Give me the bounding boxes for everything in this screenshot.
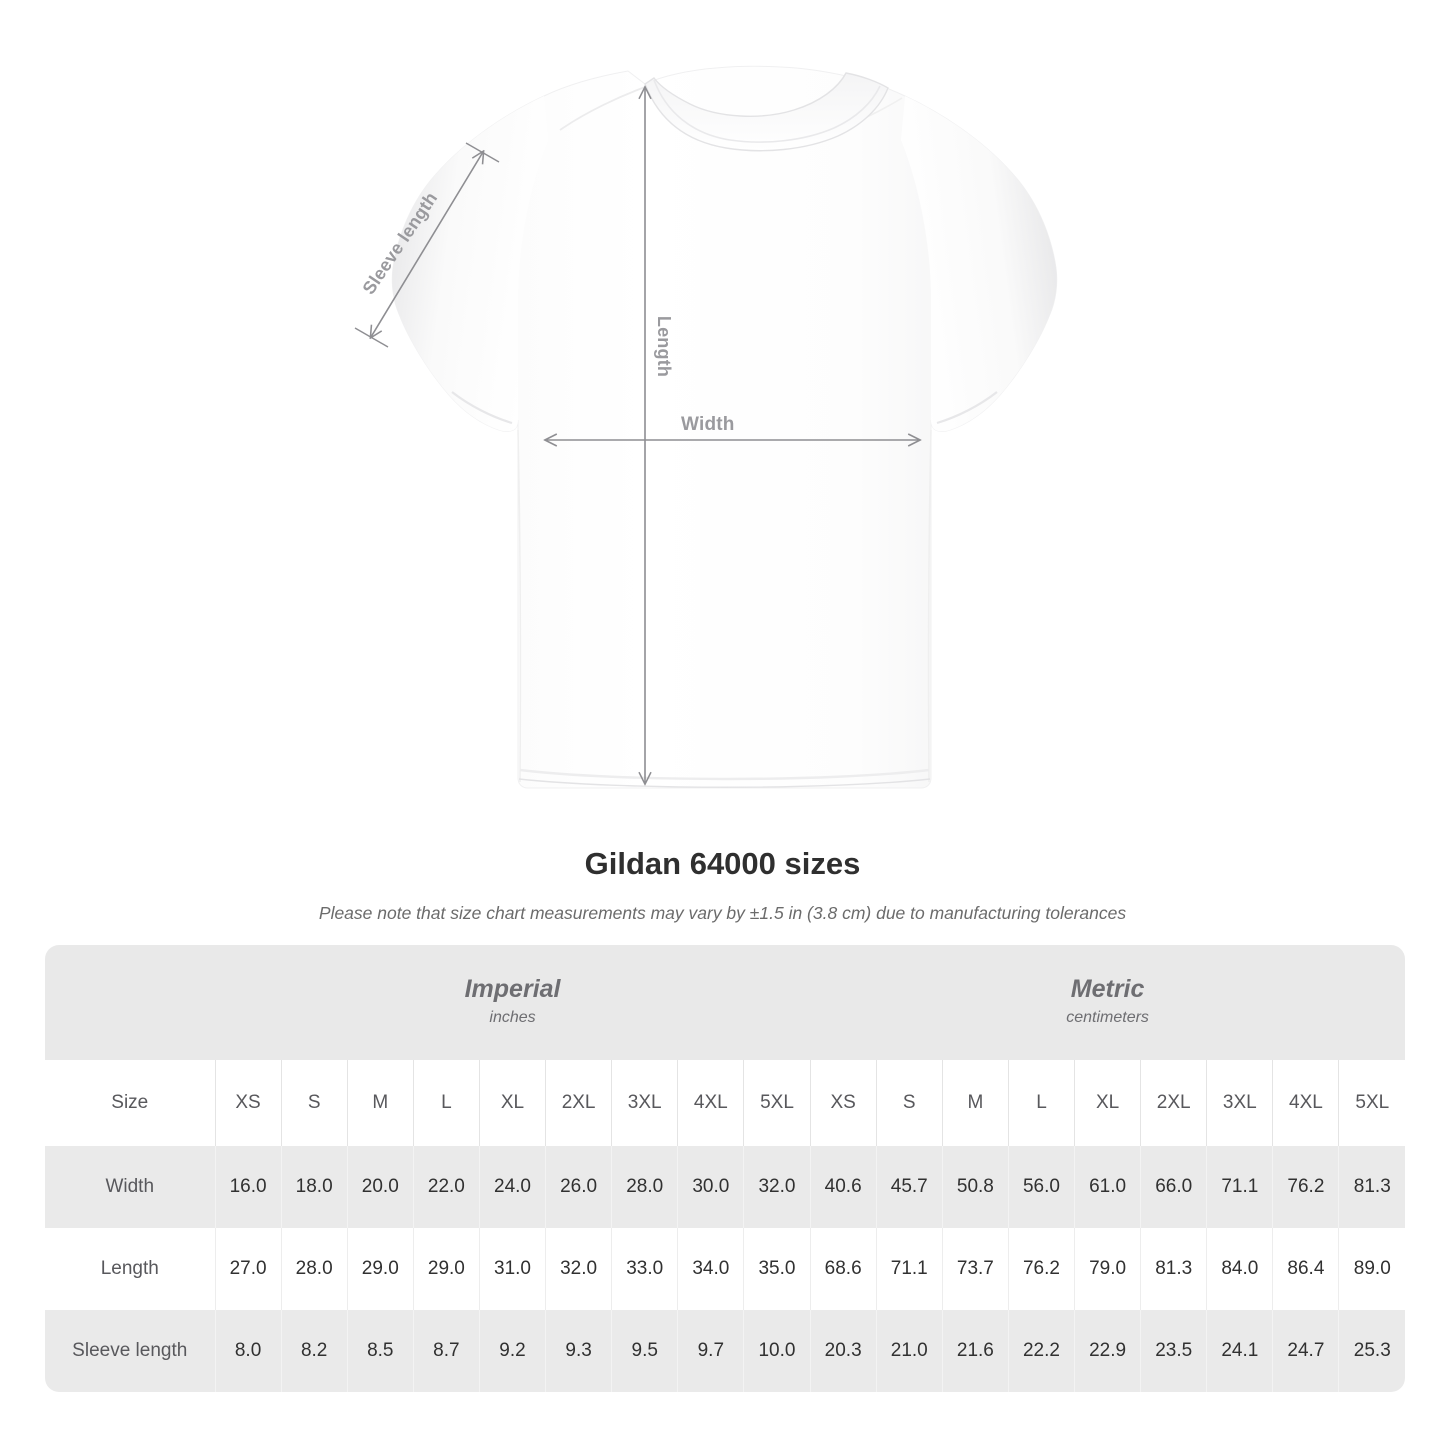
size-header-metric-m: M <box>941 1060 1009 1146</box>
cell-imperial-width-m: 20.0 <box>346 1146 414 1228</box>
size-header-imperial-m: M <box>346 1060 414 1146</box>
size-chart-table: Imperial inches Metric centimeters Size X… <box>45 945 1406 1392</box>
row-label-sleeve-length: Sleeve length <box>45 1310 215 1392</box>
cell-metric-sleeve-length-4xl: 24.7 <box>1272 1310 1339 1392</box>
cell-imperial-length-m: 29.0 <box>346 1228 414 1310</box>
cell-metric-width-xl: 61.0 <box>1074 1146 1141 1228</box>
cell-metric-length-5xl: 89.0 <box>1338 1228 1406 1310</box>
unit-section-metric: Metric centimeters <box>810 945 1406 1060</box>
size-header-imperial-xl: XL <box>478 1060 546 1146</box>
cell-imperial-length-2xl: 32.0 <box>545 1228 612 1310</box>
cell-imperial-sleeve-length-xl: 9.2 <box>478 1310 546 1392</box>
size-header-imperial-4xl: 4XL <box>677 1060 744 1146</box>
cell-metric-length-xl: 79.0 <box>1074 1228 1141 1310</box>
cell-metric-sleeve-length-l: 22.2 <box>1007 1310 1075 1392</box>
cell-metric-width-2xl: 66.0 <box>1140 1146 1207 1228</box>
length-label: Length <box>654 315 675 378</box>
width-label: Width <box>681 414 735 435</box>
cell-imperial-sleeve-length-4xl: 9.7 <box>677 1310 744 1392</box>
cell-metric-width-xs: 40.6 <box>809 1146 877 1228</box>
title-block: Gildan 64000 sizes Please note that size… <box>0 845 1445 925</box>
cell-imperial-width-l: 22.0 <box>412 1146 480 1228</box>
cell-metric-width-l: 56.0 <box>1007 1146 1075 1228</box>
cell-imperial-width-xs: 16.0 <box>214 1146 282 1228</box>
cell-imperial-length-xl: 31.0 <box>478 1228 546 1310</box>
size-header-metric-5xl: 5XL <box>1338 1060 1406 1146</box>
cell-imperial-sleeve-length-3xl: 9.5 <box>611 1310 678 1392</box>
size-header-metric-xl: XL <box>1074 1060 1141 1146</box>
cell-metric-length-3xl: 84.0 <box>1206 1228 1273 1310</box>
size-header-row: Size XS S M L XL 2XL 3XL 4XL 5XL XS S M L XL 2XL 3XL 4XL 5… <box>45 1060 1406 1146</box>
unit-sub-metric: centimeters <box>1066 1009 1149 1027</box>
size-header-imperial-s: S <box>280 1060 348 1146</box>
cell-imperial-width-xl: 24.0 <box>478 1146 546 1228</box>
cell-metric-length-s: 71.1 <box>875 1228 943 1310</box>
cell-imperial-sleeve-length-l: 8.7 <box>412 1310 480 1392</box>
measurement-arrows <box>354 88 919 783</box>
size-header-metric-2xl: 2XL <box>1140 1060 1207 1146</box>
garment-diagram: Sleeve length Length Width <box>354 65 1058 789</box>
unit-section-imperial: Imperial inches <box>215 945 811 1060</box>
cell-imperial-length-5xl: 35.0 <box>743 1228 811 1310</box>
cell-metric-length-4xl: 86.4 <box>1272 1228 1339 1310</box>
row-label-length: Length <box>45 1228 215 1310</box>
cell-imperial-sleeve-length-xs: 8.0 <box>214 1310 282 1392</box>
cell-metric-sleeve-length-s: 21.0 <box>875 1310 943 1392</box>
cell-imperial-length-xs: 27.0 <box>214 1228 282 1310</box>
cell-metric-length-xs: 68.6 <box>809 1228 877 1310</box>
size-header-imperial-2xl: 2XL <box>545 1060 612 1146</box>
size-header-imperial-xs: XS <box>214 1060 282 1146</box>
cell-metric-length-l: 76.2 <box>1007 1228 1075 1310</box>
tshirt-illustration <box>354 65 1058 789</box>
cell-imperial-length-3xl: 33.0 <box>611 1228 678 1310</box>
cell-metric-sleeve-length-xs: 20.3 <box>809 1310 877 1392</box>
cell-imperial-width-4xl: 30.0 <box>677 1146 744 1228</box>
size-header-metric-l: L <box>1007 1060 1075 1146</box>
cell-metric-sleeve-length-5xl: 25.3 <box>1338 1310 1406 1392</box>
cell-imperial-length-s: 28.0 <box>280 1228 348 1310</box>
cell-metric-width-s: 45.7 <box>875 1146 943 1228</box>
cell-metric-width-3xl: 71.1 <box>1206 1146 1273 1228</box>
cell-metric-width-5xl: 81.3 <box>1338 1146 1406 1228</box>
cell-imperial-sleeve-length-m: 8.5 <box>346 1310 414 1392</box>
table-row: Sleeve length 8.0 8.2 8.5 8.7 9.2 9.3 9.5 9.7 10.… <box>45 1310 1406 1392</box>
size-header-imperial-5xl: 5XL <box>743 1060 811 1146</box>
cell-imperial-sleeve-length-5xl: 10.0 <box>743 1310 811 1392</box>
page-subtitle: Please note that size chart measurements… <box>318 903 1127 924</box>
cell-imperial-width-3xl: 28.0 <box>611 1146 678 1228</box>
size-column-header: Size <box>45 1060 215 1146</box>
size-header-metric-3xl: 3XL <box>1206 1060 1273 1146</box>
cell-metric-sleeve-length-m: 21.6 <box>941 1310 1009 1392</box>
cell-imperial-width-s: 18.0 <box>280 1146 348 1228</box>
sleeve-length-arrow <box>371 152 483 337</box>
cell-metric-width-4xl: 76.2 <box>1272 1146 1339 1228</box>
size-chart-table-wrap: Imperial inches Metric centimeters Size X… <box>45 945 1406 1392</box>
size-header-metric-s: S <box>875 1060 943 1146</box>
banner-spacer-cell <box>45 945 215 1060</box>
unit-sub-imperial: inches <box>489 1009 536 1027</box>
cell-metric-width-m: 50.8 <box>941 1146 1009 1228</box>
cell-imperial-width-5xl: 32.0 <box>743 1146 811 1228</box>
size-header-metric-4xl: 4XL <box>1272 1060 1339 1146</box>
unit-name-imperial: Imperial <box>464 975 561 1004</box>
unit-name-metric: Metric <box>1070 975 1145 1004</box>
page-title: Gildan 64000 sizes <box>584 846 861 881</box>
size-header-metric-xs: XS <box>809 1060 877 1146</box>
cell-metric-sleeve-length-2xl: 23.5 <box>1140 1310 1207 1392</box>
cell-imperial-sleeve-length-2xl: 9.3 <box>545 1310 612 1392</box>
cell-metric-sleeve-length-xl: 22.9 <box>1074 1310 1141 1392</box>
size-header-imperial-3xl: 3XL <box>611 1060 678 1146</box>
table-row: Length 27.0 28.0 29.0 29.0 31.0 32.0 33.0 34.0 35… <box>45 1228 1406 1310</box>
table-row: Width 16.0 18.0 20.0 22.0 24.0 26.0 28.0 30.0 32.… <box>45 1146 1406 1228</box>
cell-imperial-length-4xl: 34.0 <box>677 1228 744 1310</box>
cell-metric-length-m: 73.7 <box>941 1228 1009 1310</box>
cell-imperial-sleeve-length-s: 8.2 <box>280 1310 348 1392</box>
size-header-imperial-l: L <box>412 1060 480 1146</box>
cell-imperial-width-2xl: 26.0 <box>545 1146 612 1228</box>
cell-metric-sleeve-length-3xl: 24.1 <box>1206 1310 1273 1392</box>
unit-banner-row: Imperial inches Metric centimeters <box>45 945 1406 1060</box>
row-label-width: Width <box>45 1146 215 1228</box>
cell-metric-length-2xl: 81.3 <box>1140 1228 1207 1310</box>
cell-imperial-length-l: 29.0 <box>412 1228 480 1310</box>
